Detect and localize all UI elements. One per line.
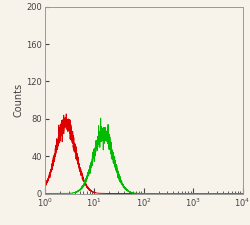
Y-axis label: Counts: Counts: [14, 83, 24, 117]
